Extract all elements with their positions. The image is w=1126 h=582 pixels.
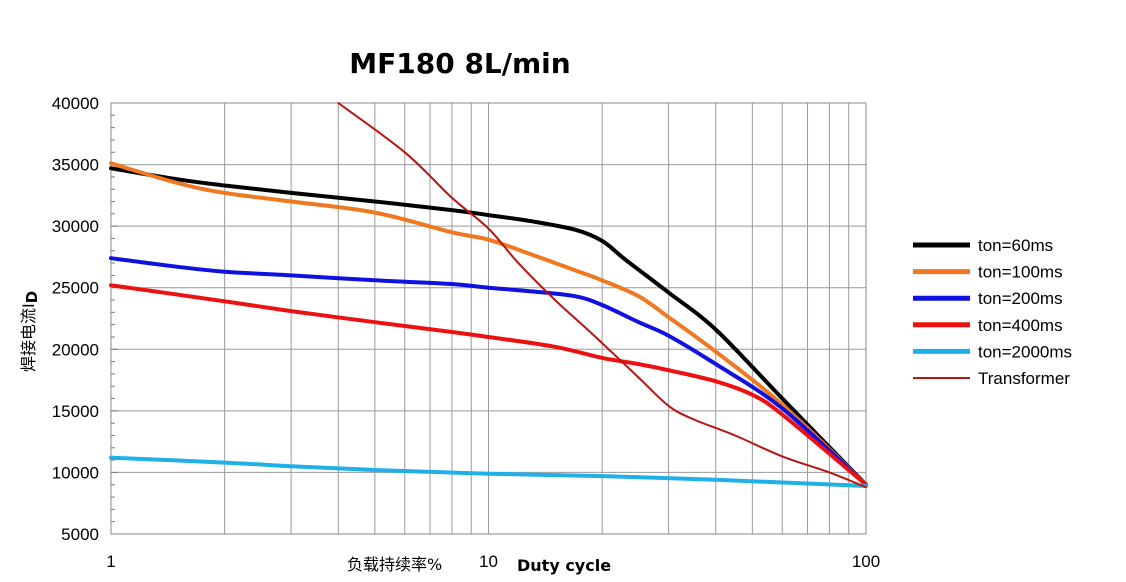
- series-lines: [109, 102, 868, 489]
- legend-label: ton=100ms: [978, 263, 1063, 282]
- y-tick-label: 20000: [52, 340, 99, 359]
- x-tick-label: 100: [852, 552, 880, 571]
- x-tick-labels: 1 10 100: [106, 552, 880, 571]
- plot-frame: [110, 102, 867, 535]
- y-tick-label: 15000: [52, 402, 99, 421]
- series-line-ton-2000ms: [109, 455, 868, 488]
- x-axis-label-en: Duty cycle: [517, 556, 611, 575]
- y-tick-label: 40000: [52, 94, 99, 113]
- legend-label: ton=2000ms: [978, 342, 1072, 361]
- legend: ton=60ms ton=100ms ton=200ms ton=400ms ton=2…: [913, 236, 1072, 388]
- legend-label: Transformer: [978, 369, 1070, 388]
- y-tick-label: 35000: [52, 156, 99, 175]
- y-tick-label: 10000: [52, 463, 99, 482]
- legend-label: ton=400ms: [978, 316, 1063, 335]
- series-line-ton-60ms: [109, 166, 868, 487]
- y-tick-label: 25000: [52, 279, 99, 298]
- y-axis-label: 焊接电流ID: [19, 291, 41, 372]
- series-line-transformer: [337, 102, 867, 489]
- legend-label: ton=60ms: [978, 236, 1053, 255]
- series-line-ton-400ms: [109, 283, 868, 487]
- y-axis-label-group: 焊接电流ID: [19, 291, 41, 372]
- y-tick-label: 5000: [61, 525, 99, 544]
- series-line-ton-200ms: [109, 256, 868, 487]
- grid: [111, 102, 866, 535]
- y-tick-label: 30000: [52, 217, 99, 236]
- x-tick-label: 1: [106, 552, 115, 571]
- x-axis-label-cn: 负载持续率%: [347, 555, 442, 574]
- x-tick-label: 10: [479, 552, 498, 571]
- y-tick-labels: 5000 10000 15000 20000 25000 30000 35000 40000: [52, 94, 99, 544]
- series-line-ton-100ms: [109, 161, 868, 487]
- chart-title: MF180 8L/min: [349, 47, 570, 80]
- y-axis-label-sub: D: [23, 291, 41, 303]
- legend-label: ton=200ms: [978, 289, 1063, 308]
